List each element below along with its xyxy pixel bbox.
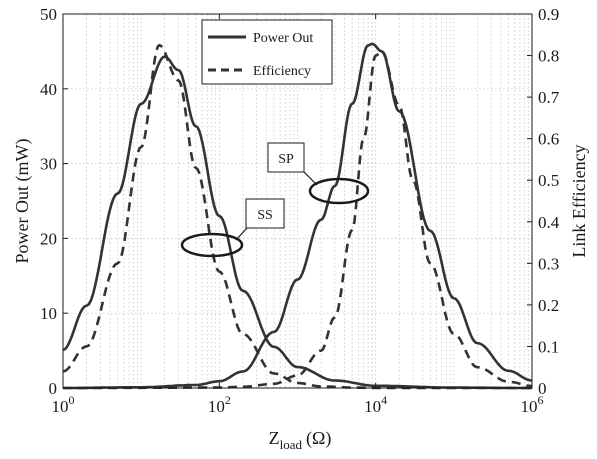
annotation-ss: SS [180, 198, 285, 258]
annotation-ss-box [245, 198, 285, 229]
annotation-sp-leader [303, 171, 318, 186]
y-tick-left-label: 30 [40, 155, 57, 174]
plot-frame [62, 13, 533, 389]
series-line-sp-efficiency [63, 50, 532, 390]
y-tick-left-label: 40 [40, 80, 57, 99]
y-axis-right-title: Link Efficiency [569, 144, 589, 257]
annotation-sp: SP [267, 142, 370, 205]
x-axis-title-unit: (Ω) [306, 428, 331, 449]
legend-label-efficiency: Efficiency [253, 64, 311, 79]
y-tick-right-label: 0.4 [538, 213, 560, 232]
y-tick-right-label: 0.6 [538, 130, 559, 149]
y-tick-right-label: 0.2 [538, 296, 559, 315]
x-axis-title: Zload (Ω) [269, 428, 332, 452]
annotation-ss-leader [235, 227, 248, 241]
y-tick-left-label: 50 [40, 5, 57, 24]
legend-label-power-out: Power Out [253, 31, 313, 46]
y-tick-right-label: 0 [538, 379, 547, 398]
x-tick-label: 100 [52, 393, 75, 416]
y-axis-left-title: Power Out (mW) [12, 139, 33, 264]
y-tick-left-label: 10 [40, 304, 57, 323]
annotation-sp-box [267, 142, 305, 173]
y-tick-right-label: 0.3 [538, 254, 559, 273]
series-layer [62, 42, 533, 390]
ticks-layer: 100 102 104 1060102030405000.10.20.30.40.50… [40, 5, 560, 416]
annotation-sp-label: SP [278, 152, 294, 167]
y-tick-right-label: 0.1 [538, 337, 559, 356]
x-axis-title-main: Z [269, 428, 280, 448]
x-axis-title-subscript: load [280, 437, 303, 452]
y-tick-right-label: 0.9 [538, 5, 559, 24]
legend: Power Out Efficiency [201, 19, 333, 85]
y-tick-right-label: 0.8 [538, 47, 559, 66]
y-tick-right-label: 0.7 [538, 88, 560, 107]
x-tick-label: 104 [364, 393, 387, 416]
y-tick-left-label: 20 [40, 229, 57, 248]
y-tick-left-label: 0 [49, 379, 58, 398]
x-tick-label: 106 [521, 393, 544, 416]
annotation-ss-ellipse [180, 232, 244, 258]
x-tick-label: 102 [208, 393, 231, 416]
series-line-ss-power-out [62, 55, 532, 390]
annotation-sp-ellipse [308, 177, 370, 205]
annotation-ss-label: SS [257, 208, 273, 223]
series-line-sp-power-out [63, 42, 533, 390]
legend-box [201, 19, 333, 85]
y-tick-right-label: 0.5 [538, 171, 559, 190]
